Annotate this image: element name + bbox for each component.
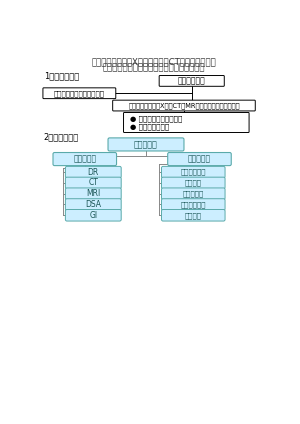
Text: CT: CT [88, 179, 98, 187]
FancyBboxPatch shape [161, 209, 225, 221]
FancyBboxPatch shape [168, 153, 231, 166]
FancyBboxPatch shape [124, 112, 249, 132]
FancyBboxPatch shape [53, 153, 116, 166]
Text: DR: DR [88, 167, 99, 177]
Text: 胸部大学学组: 胸部大学学组 [181, 201, 206, 208]
FancyBboxPatch shape [65, 188, 121, 199]
Text: DSA: DSA [85, 200, 101, 209]
Text: 重庆医科大学附属第二医院: 重庆医科大学附属第二医院 [54, 90, 105, 97]
Text: ● 三甲、三乙综合性医院: ● 三甲、三乙综合性医院 [130, 115, 183, 122]
FancyBboxPatch shape [113, 100, 255, 111]
FancyBboxPatch shape [161, 166, 225, 178]
FancyBboxPatch shape [161, 177, 225, 189]
Text: 神经头颈学组: 神经头颈学组 [181, 169, 206, 176]
Text: 骨骼肌学组: 骨骼肌学组 [183, 190, 204, 197]
FancyBboxPatch shape [65, 177, 121, 189]
Text: 1、组织架构：: 1、组织架构： [44, 71, 79, 80]
FancyBboxPatch shape [161, 188, 225, 199]
FancyBboxPatch shape [43, 88, 116, 99]
Text: 重庆市卫生局: 重庆市卫生局 [178, 76, 206, 85]
FancyBboxPatch shape [65, 166, 121, 178]
Text: 诊断医师组: 诊断医师组 [188, 155, 211, 164]
Text: 扫描技术组: 扫描技术组 [73, 155, 96, 164]
FancyBboxPatch shape [65, 209, 121, 221]
Text: 放射诊断学: 放射诊断学 [134, 140, 158, 149]
Text: ● 二甲综合性医院: ● 二甲综合性医院 [130, 124, 170, 131]
Text: 2、主专业划分: 2、主专业划分 [44, 133, 79, 142]
Text: 腹部学组: 腹部学组 [185, 180, 202, 186]
FancyBboxPatch shape [161, 199, 225, 210]
Text: 重庆市医学影像（X线、CT、MR诊断专业）医疗质控中心: 重庆市医学影像（X线、CT、MR诊断专业）医疗质控中心 [128, 102, 240, 109]
FancyBboxPatch shape [65, 199, 121, 210]
Text: 儿科学组: 儿科学组 [185, 212, 202, 219]
FancyBboxPatch shape [108, 138, 184, 151]
Text: GI: GI [89, 211, 98, 220]
FancyBboxPatch shape [159, 75, 224, 86]
Text: MRI: MRI [86, 189, 100, 198]
Text: 重庆市医学影像（X线诊断专业、CT诊断专业、磁共: 重庆市医学影像（X线诊断专业、CT诊断专业、磁共 [92, 57, 216, 66]
Text: 振成像诊断专业）医疗质量控制中心组织机构: 振成像诊断专业）医疗质量控制中心组织机构 [103, 63, 205, 73]
